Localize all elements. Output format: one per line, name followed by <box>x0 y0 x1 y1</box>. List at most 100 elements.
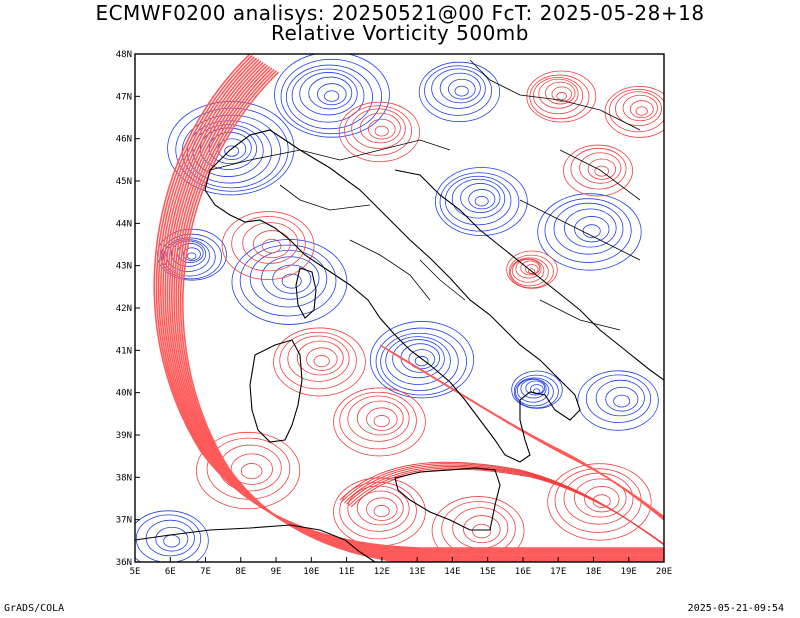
contour-line <box>431 68 486 109</box>
contour-line <box>556 92 568 101</box>
contour-line <box>385 336 451 385</box>
contour-line <box>414 355 429 367</box>
contour-line <box>373 415 390 428</box>
jet-band-contour <box>155 54 664 551</box>
contour-line <box>520 260 541 276</box>
contour-line <box>448 78 476 100</box>
contour-line <box>595 379 645 417</box>
contour-line <box>545 81 576 105</box>
jet-band-contour <box>157 56 664 552</box>
borders <box>209 139 466 301</box>
jet-band-contour <box>160 57 664 553</box>
contour-line <box>533 76 584 115</box>
contour-line <box>175 107 289 192</box>
contour-line <box>418 61 501 123</box>
contour-line <box>291 68 365 123</box>
lon-label: 16E <box>515 567 531 577</box>
contour-line <box>313 355 330 368</box>
contour-line <box>374 125 389 137</box>
contour-line <box>279 331 357 390</box>
contour-line <box>529 74 590 120</box>
contour-line <box>577 370 659 431</box>
contour-line <box>604 86 664 138</box>
contour-line <box>224 145 240 157</box>
contour-line <box>570 147 627 190</box>
contour-line <box>230 453 273 485</box>
contour-line <box>553 202 624 255</box>
contour-line <box>359 112 401 144</box>
contour-line <box>608 88 664 133</box>
lon-label: 7E <box>200 567 211 577</box>
contour-line <box>474 195 489 207</box>
contour-line <box>513 374 559 409</box>
lat-label: 37N <box>116 516 132 526</box>
jet-band-contour <box>175 67 664 562</box>
contour-line <box>605 386 639 412</box>
lon-label: 14E <box>444 567 460 577</box>
lon-label: 20E <box>656 567 672 577</box>
lon-label: 18E <box>585 567 601 577</box>
contour-line <box>195 431 301 510</box>
contour-line <box>366 407 398 431</box>
contour-line <box>574 216 610 243</box>
contour-line <box>182 247 201 261</box>
contour-line <box>317 83 347 106</box>
contour-line <box>579 152 622 184</box>
contour-line <box>594 165 609 177</box>
contour-line <box>564 208 617 248</box>
contour-line <box>526 70 597 123</box>
lat-label: 43N <box>116 262 132 272</box>
jet-band-contour <box>399 357 664 518</box>
contour-line <box>274 54 390 138</box>
contour-line <box>392 339 445 379</box>
contour-line <box>356 490 404 526</box>
contour-line <box>537 193 642 271</box>
borders-east <box>469 59 641 331</box>
contour-line <box>525 264 539 275</box>
lat-label: 42N <box>116 304 132 314</box>
contour-line <box>547 463 652 541</box>
contour-line <box>280 58 383 135</box>
contour-line <box>434 167 528 236</box>
footer-right: 2025-05-21-09:54 <box>687 603 784 614</box>
contour-line <box>160 233 222 280</box>
contour-line <box>306 347 338 371</box>
contour-line <box>451 178 506 219</box>
contour-line <box>375 327 467 396</box>
contour-line <box>613 394 631 408</box>
contour-line <box>308 76 353 110</box>
contour-line <box>460 183 501 213</box>
lon-label: 9E <box>271 567 282 577</box>
contour-line <box>253 230 291 259</box>
lat-label: 48N <box>116 50 132 60</box>
contour-line <box>528 268 536 274</box>
contour-line <box>520 378 547 399</box>
lat-label: 47N <box>116 92 132 102</box>
lon-label: 11E <box>338 567 354 577</box>
contour-line <box>472 523 492 539</box>
contour-line <box>262 238 282 254</box>
contour-line <box>333 387 426 457</box>
jet-band-contour <box>164 60 664 556</box>
contour-line <box>431 496 525 562</box>
contour-line <box>439 72 481 104</box>
footer-left: GrADS/COLA <box>4 603 65 614</box>
contour-line <box>339 481 417 540</box>
contour-line <box>347 395 410 442</box>
contour-line <box>135 510 209 562</box>
contour-line <box>563 144 633 197</box>
lon-label: 8E <box>235 567 246 577</box>
contour-line <box>186 252 197 260</box>
contour-line <box>506 250 558 289</box>
contour-line <box>221 211 315 280</box>
lat-label: 38N <box>116 473 132 483</box>
lat-label: 39N <box>116 431 132 441</box>
contour-line <box>155 526 189 552</box>
contour-line <box>515 377 554 407</box>
contour-line <box>629 100 654 119</box>
contour-line <box>592 494 611 508</box>
contour-line <box>338 101 421 163</box>
lat-label: 46N <box>116 135 132 145</box>
contour-line <box>408 349 436 370</box>
contour-line <box>324 90 340 102</box>
